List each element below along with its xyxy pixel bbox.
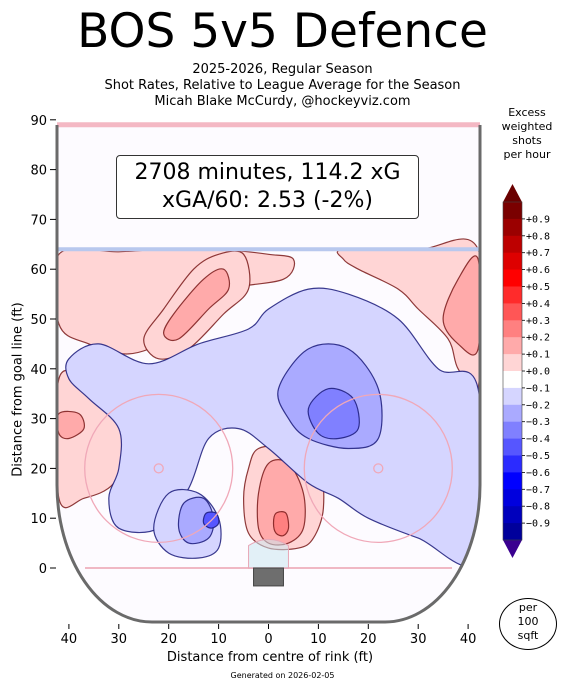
colorbar-swatch — [503, 303, 522, 321]
colorbar-tick-label: +0.3 — [526, 316, 550, 327]
colorbar-swatch — [503, 421, 522, 439]
x-tick-label: 40 — [460, 632, 477, 647]
per-area-badge: per 100 sqft — [499, 598, 557, 650]
x-tick-label: 30 — [410, 632, 427, 647]
subtitle-line-1: 2025-2026, Regular Season — [192, 62, 373, 77]
summary-box: 2708 minutes, 114.2 xG xGA/60: 2.53 (-2%… — [116, 155, 419, 219]
generated-note: Generated on 2026-02-05 — [230, 671, 335, 680]
heat-contour-region — [272, 511, 290, 537]
colorbar-swatch — [503, 387, 522, 406]
x-tick-label: 20 — [160, 632, 177, 647]
y-tick-label: 20 — [30, 462, 47, 477]
per-area-line: sqft — [517, 629, 539, 642]
colorbar-swatch — [503, 202, 522, 220]
colorbar-swatch — [503, 506, 522, 524]
x-tick-label: 10 — [310, 632, 327, 647]
summary-xga60: xGA/60: 2.53 (-2%) — [162, 188, 373, 213]
colorbar-swatch — [503, 371, 522, 389]
y-tick-label: 30 — [30, 413, 47, 428]
chart-title: BOS 5v5 Defence — [77, 4, 488, 59]
colorbar-tick-label: −0.5 — [526, 451, 550, 462]
colorbar-swatch — [503, 286, 522, 304]
x-tick-label: 30 — [111, 632, 128, 647]
colorbar-swatch — [503, 455, 522, 473]
subtitle-line-3: Micah Blake McCurdy, @hockeyviz.com — [154, 94, 411, 109]
colorbar-tick-label: +0.8 — [526, 231, 550, 242]
x-axis-label: Distance from centre of rink (ft) — [166, 650, 374, 665]
x-tick-label: 10 — [210, 632, 227, 647]
colorbar-swatch — [503, 438, 522, 456]
colorbar-tick-label: −0.8 — [526, 502, 550, 513]
colorbar-tick-label: −0.3 — [526, 417, 550, 428]
colorbar-swatch — [503, 218, 522, 237]
heat-contour-region — [57, 410, 85, 440]
colorbar-tick-label: +0.9 — [526, 214, 550, 225]
x-tick-label: 20 — [360, 632, 377, 647]
faceoff-dot-right — [373, 463, 384, 474]
colorbar-title-line: shots — [512, 134, 542, 147]
colorbar-swatch — [503, 354, 522, 372]
faceoff-circle-right — [303, 393, 453, 544]
colorbar-swatch — [503, 404, 522, 423]
heat-contour-region — [442, 255, 480, 356]
y-tick-label: 50 — [30, 313, 47, 328]
subtitle-line-2: Shot Rates, Relative to League Average f… — [104, 78, 461, 93]
summary-minutes-xg: 2708 minutes, 114.2 xG — [134, 160, 401, 185]
colorbar-tick-label: +0.5 — [526, 282, 550, 293]
y-tick-label: 80 — [30, 164, 47, 179]
colorbar-title-line: Excess — [508, 106, 546, 119]
x-tick-label: 40 — [61, 632, 78, 647]
colorbar-tick-label: −0.1 — [526, 383, 550, 394]
colorbar-max-arrow — [503, 184, 522, 202]
faceoff-circle-left — [84, 393, 234, 544]
heat-contour-region — [163, 268, 231, 342]
colorbar-tick-label: −0.7 — [526, 485, 550, 496]
colorbar-swatch — [503, 472, 522, 490]
colorbar-min-arrow — [503, 540, 522, 558]
colorbar-tick-label: +0.1 — [526, 350, 550, 361]
y-tick-label: 40 — [30, 363, 47, 378]
colorbar-title-line: weighted — [501, 120, 553, 133]
colorbar-title-line: per hour — [503, 148, 551, 161]
colorbar: +0.9 +0.8 +0.7 +0.6 +0.5 +0.4 +0.3 +0.2 +0.1 +0.0… — [502, 184, 550, 558]
colorbar-tick-label: +0.7 — [526, 248, 550, 259]
colorbar-tick-label: −0.6 — [526, 468, 550, 479]
heat-contour-region — [336, 238, 480, 396]
colorbar-tick-label: +0.6 — [526, 265, 550, 276]
per-area-line: per — [518, 601, 538, 614]
colorbar-swatch — [503, 489, 522, 507]
y-tick-label: 70 — [30, 213, 47, 228]
rink-markings — [55, 122, 482, 624]
colorbar-tick-label: −0.4 — [526, 434, 550, 445]
x-tick-label: 0 — [264, 632, 272, 647]
colorbar-swatch — [503, 523, 522, 541]
colorbar-tick-label: −0.2 — [526, 400, 550, 411]
colorbar-swatch — [503, 320, 522, 338]
per-area-line: 100 — [517, 615, 539, 628]
goal-crease — [248, 538, 289, 569]
colorbar-swatch — [503, 269, 522, 287]
y-tick-label: 60 — [30, 263, 47, 278]
colorbar-tick-label: +0.2 — [526, 333, 550, 344]
y-tick-label: 0 — [39, 562, 47, 577]
heat-contour-region — [177, 496, 215, 545]
y-axis-label: Distance from goal line (ft) — [10, 302, 26, 477]
colorbar-tick-label: −0.9 — [526, 519, 550, 530]
colorbar-title: Excess weighted shots per hour — [496, 106, 558, 162]
colorbar-tick-label: +0.4 — [526, 299, 550, 310]
y-tick-label: 90 — [30, 114, 47, 129]
colorbar-swatch — [503, 337, 522, 355]
colorbar-swatch — [503, 252, 522, 270]
goal-net — [253, 567, 284, 587]
axes: 0 10 20 30 40 50 60 70 80 90 40 30 20 10 0 10 20 30 40 — [30, 114, 476, 647]
faceoff-dot-left — [153, 463, 164, 474]
colorbar-swatch — [503, 235, 522, 254]
rink-boards — [55, 125, 482, 624]
y-tick-label: 10 — [30, 512, 47, 527]
colorbar-tick-label: +0.0 — [526, 367, 550, 378]
